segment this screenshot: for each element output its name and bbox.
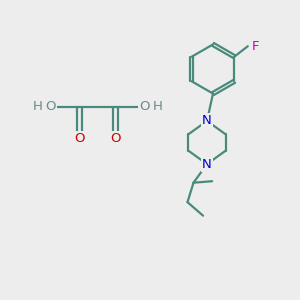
Text: F: F: [252, 40, 259, 53]
Text: O: O: [139, 100, 150, 113]
Text: O: O: [45, 100, 56, 113]
Text: N: N: [202, 158, 212, 171]
Text: H: H: [153, 100, 162, 113]
Text: O: O: [74, 132, 85, 146]
Text: O: O: [110, 132, 121, 146]
Text: N: N: [202, 114, 212, 128]
Text: H: H: [33, 100, 42, 113]
